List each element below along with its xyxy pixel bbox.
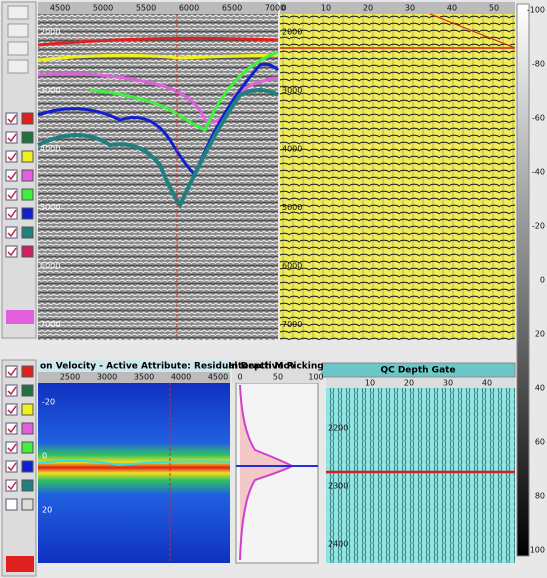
- tool-button[interactable]: [8, 24, 28, 37]
- y-tick-label: 4000: [40, 145, 60, 154]
- color-swatch[interactable]: [22, 113, 33, 124]
- y-tick-label: 4000: [282, 145, 302, 154]
- seismic-view: [280, 14, 515, 340]
- color-swatch[interactable]: [22, 385, 33, 396]
- scale-label: 80: [535, 492, 545, 501]
- x-tick-label: 4500: [208, 373, 228, 382]
- scale-label: -60: [532, 114, 545, 123]
- app-window: 4500500055006000650070002000300040005000…: [0, 0, 547, 578]
- tool-button[interactable]: [8, 60, 28, 73]
- scale-label: 40: [535, 384, 545, 393]
- x-tick-label: 20: [363, 4, 373, 13]
- y-tick-label: 6000: [282, 262, 302, 271]
- scale-label: -40: [532, 168, 545, 177]
- x-tick-label: 10: [321, 4, 331, 13]
- x-tick-label: 5500: [136, 4, 156, 13]
- x-tick-label: 40: [447, 4, 457, 13]
- x-tick-label: 0: [237, 373, 242, 382]
- color-swatch[interactable]: [22, 151, 33, 162]
- x-axis-bar: [280, 2, 515, 14]
- scale-label: 20: [535, 330, 545, 339]
- y-tick-label: 0: [42, 452, 47, 461]
- y-tick-label: 2000: [282, 28, 302, 37]
- color-swatch[interactable]: [22, 442, 33, 453]
- x-tick-label: 4500: [50, 4, 70, 13]
- x-tick-label: 5000: [93, 4, 113, 13]
- color-swatch[interactable]: [22, 189, 33, 200]
- color-swatch[interactable]: [22, 170, 33, 181]
- qc-view: [326, 388, 515, 563]
- y-tick-label: 2400: [328, 540, 348, 549]
- color-swatch[interactable]: [22, 132, 33, 143]
- tool-button[interactable]: [8, 6, 28, 19]
- y-tick-label: 7000: [40, 320, 60, 329]
- layer-checkbox[interactable]: [6, 499, 17, 510]
- x-tick-label: 2500: [60, 373, 80, 382]
- velocity-view: [38, 383, 230, 563]
- x-tick-label: 30: [443, 379, 453, 388]
- scale-label: 100: [530, 546, 545, 555]
- color-swatch[interactable]: [6, 556, 34, 572]
- y-tick-label: 20: [42, 506, 52, 515]
- x-tick-label: 3500: [134, 373, 154, 382]
- panel-title: Interactive Picking: [228, 362, 323, 372]
- x-tick-label: 4000: [171, 373, 191, 382]
- color-swatch[interactable]: [22, 208, 33, 219]
- x-tick-label: 40: [482, 379, 492, 388]
- x-tick-label: 20: [404, 379, 414, 388]
- y-tick-label: 7000: [282, 320, 302, 329]
- y-tick-label: 2200: [328, 424, 348, 433]
- scale-label: -80: [532, 60, 545, 69]
- x-tick-label: 10: [365, 379, 375, 388]
- tool-button[interactable]: [8, 42, 28, 55]
- color-scale: [517, 4, 529, 556]
- x-tick-label: 3000: [97, 373, 117, 382]
- color-swatch[interactable]: [6, 310, 34, 324]
- color-swatch[interactable]: [22, 423, 33, 434]
- x-tick-label: 6000: [179, 4, 199, 13]
- color-swatch[interactable]: [22, 480, 33, 491]
- y-tick-label: 2000: [40, 28, 60, 37]
- color-swatch[interactable]: [22, 461, 33, 472]
- x-tick-label: 100: [308, 373, 323, 382]
- y-tick-label: 6000: [40, 262, 60, 271]
- scale-label: 0: [540, 276, 545, 285]
- x-tick-label: 50: [489, 4, 499, 13]
- x-tick-label: 0: [281, 4, 286, 13]
- color-swatch[interactable]: [22, 227, 33, 238]
- scale-label: 60: [535, 438, 545, 447]
- horizon-view: [38, 14, 278, 340]
- y-tick-label: 3000: [282, 86, 302, 95]
- scale-label: -100: [527, 6, 545, 15]
- y-tick-label: 5000: [40, 203, 60, 212]
- color-swatch[interactable]: [22, 246, 33, 257]
- panel-title: QC Depth Gate: [380, 366, 455, 376]
- scale-label: -20: [532, 222, 545, 231]
- x-tick-label: 50: [273, 373, 283, 382]
- x-tick-label: 6500: [222, 4, 242, 13]
- x-tick-label: 30: [405, 4, 415, 13]
- y-tick-label: 2300: [328, 482, 348, 491]
- color-swatch[interactable]: [22, 366, 33, 377]
- y-tick-label: 5000: [282, 203, 302, 212]
- y-tick-label: 3000: [40, 86, 60, 95]
- color-swatch[interactable]: [22, 404, 33, 415]
- y-tick-label: -20: [42, 398, 55, 407]
- color-swatch[interactable]: [22, 499, 33, 510]
